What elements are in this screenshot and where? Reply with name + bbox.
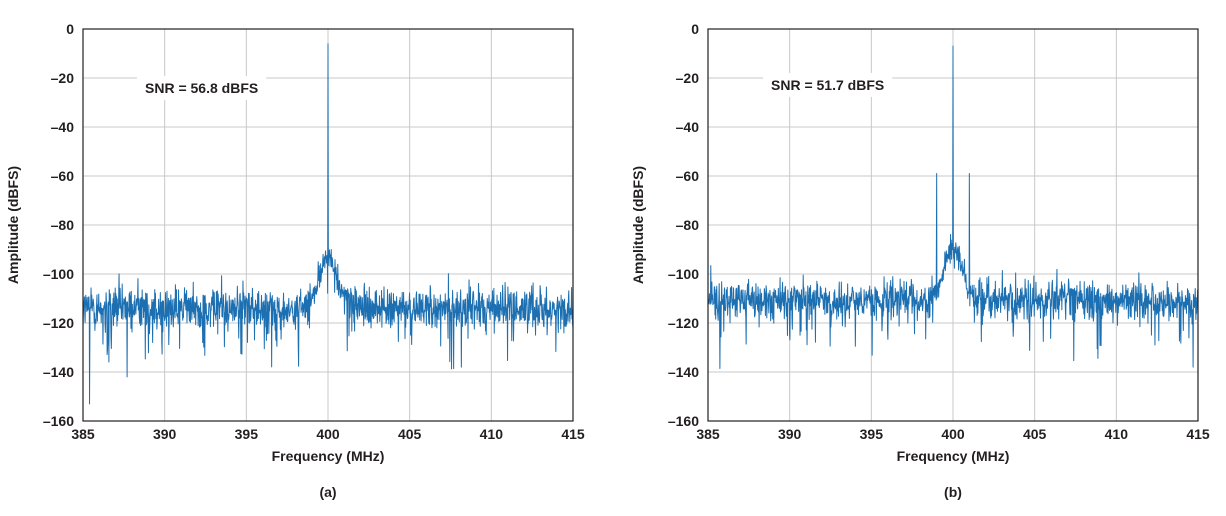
y-tick-label: –60 [51,168,75,184]
y-tick-label: –100 [43,266,74,282]
spectrum-trace [82,43,574,405]
x-tick-label: 415 [561,426,585,442]
y-tick-label: –40 [51,119,75,135]
x-tick-label: 385 [71,426,95,442]
y-tick-label: –20 [676,70,700,86]
x-axis-title: Frequency (MHz) [272,448,385,464]
y-axis-title: Amplitude (dBFS) [5,166,21,284]
y-tick-label: –60 [676,168,700,184]
snr-annotation-box [763,73,893,97]
y-tick-label: –100 [668,266,699,282]
y-tick-label: –140 [668,364,699,380]
x-tick-label: 390 [778,426,802,442]
panel-label: (a) [319,484,336,500]
y-tick-label: 0 [66,21,74,37]
chart-panel-a: 385 390 395 400 405 410 415 0 –20 –40 –60 –80 –100 –1… [5,21,585,500]
plot-frame [707,28,1199,422]
snr-annotation: SNR = 51.7 dBFS [771,77,884,93]
spectrum-chart-b: 385 390 395 400 405 410 415 0 –20 –40 –60 –80 –100 –1… [630,21,1210,500]
x-tick-label: 410 [480,426,504,442]
y-tick-label: –80 [676,217,700,233]
y-tick-label: –120 [668,315,699,331]
x-tick-label: 385 [696,426,720,442]
y-tick-label: –160 [43,413,74,429]
x-tick-label: 395 [235,426,259,442]
snr-annotation-box [137,76,267,100]
y-tick-label: 0 [691,21,699,37]
x-axis-title: Frequency (MHz) [897,448,1010,464]
snr-annotation: SNR = 56.8 dBFS [145,80,258,96]
spectrum-chart-a: 385 390 395 400 405 410 415 0 –20 –40 –60 –80 –100 –1… [5,21,585,500]
x-tick-label: 410 [1105,426,1129,442]
x-tick-label: 390 [153,426,177,442]
plot-frame [82,28,574,422]
panel-label: (b) [944,484,962,500]
y-tick-label: –40 [676,119,700,135]
spectrum-trace [707,45,1199,369]
x-tick-label: 405 [1023,426,1047,442]
chart-panel-b: 385 390 395 400 405 410 415 0 –20 –40 –60 –80 –100 –1… [613,0,1226,516]
y-tick-label: –80 [51,217,75,233]
y-tick-label: –120 [43,315,74,331]
y-tick-label: –140 [43,364,74,380]
x-tick-label: 400 [316,426,340,442]
x-tick-label: 400 [941,426,965,442]
y-axis-title: Amplitude (dBFS) [630,166,646,284]
y-tick-label: –20 [51,70,75,86]
y-tick-label: –160 [668,413,699,429]
x-tick-label: 405 [398,426,422,442]
x-tick-label: 415 [1186,426,1210,442]
x-tick-label: 395 [860,426,884,442]
